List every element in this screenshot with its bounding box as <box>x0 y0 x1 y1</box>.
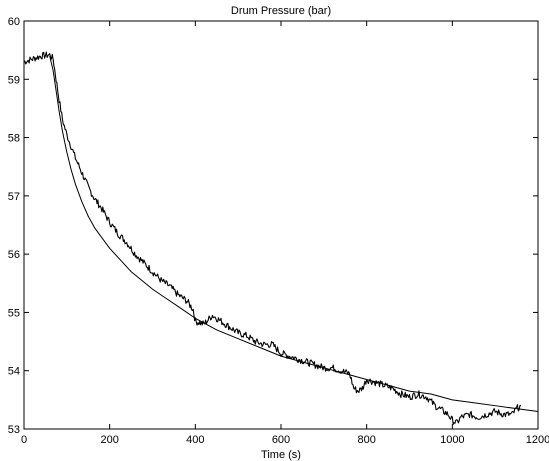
y-tick-label: 59 <box>8 74 20 86</box>
y-tick-label: 57 <box>8 191 20 203</box>
x-tick-label: 800 <box>357 434 375 446</box>
y-tick-label: 53 <box>8 424 20 436</box>
x-tick-label: 400 <box>186 434 204 446</box>
chart-title: Drum Pressure (bar) <box>231 5 331 17</box>
plot-lines <box>23 51 539 425</box>
y-tick-label: 58 <box>8 133 20 145</box>
plot-frame <box>23 20 539 430</box>
y-tick-label: 55 <box>8 307 20 319</box>
x-tick-label: 1000 <box>440 434 464 446</box>
x-tick-label: 600 <box>272 434 290 446</box>
series-line-measured <box>23 51 522 425</box>
y-axis: 53 54 55 56 57 58 59 60 <box>8 16 538 436</box>
x-tick-label: 0 <box>21 434 27 446</box>
x-tick-label: 1200 <box>526 434 549 446</box>
x-axis: 0 200 400 600 800 1000 1200 <box>21 21 549 446</box>
y-tick-label: 54 <box>8 366 20 378</box>
y-tick-label: 56 <box>8 249 20 261</box>
y-tick-label: 60 <box>8 16 20 28</box>
x-tick-label: 200 <box>100 434 118 446</box>
x-axis-label: Time (s) <box>261 449 301 461</box>
series-line-smooth <box>49 55 539 413</box>
